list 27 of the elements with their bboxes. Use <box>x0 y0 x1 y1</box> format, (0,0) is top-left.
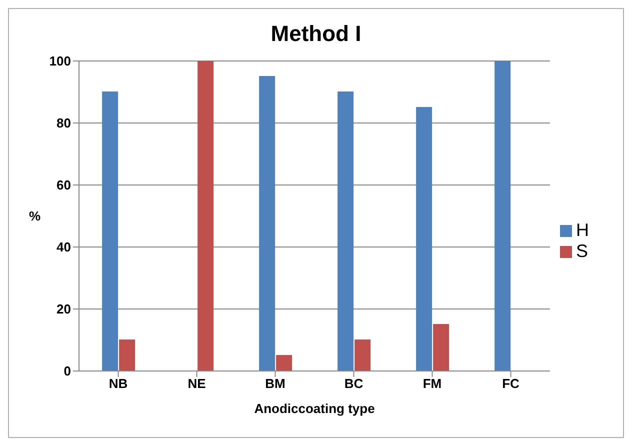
bar <box>198 61 214 371</box>
y-tick-label: 40 <box>56 240 71 255</box>
legend-label: H <box>576 220 589 240</box>
bar <box>433 324 450 371</box>
x-tick-label: NB <box>108 376 128 392</box>
bar <box>119 340 136 371</box>
x-axis-title: Anodiccoating type <box>254 401 375 416</box>
y-tick-label: 60 <box>56 178 71 193</box>
bar <box>338 92 354 371</box>
y-tick-label: 20 <box>56 302 71 317</box>
bar <box>259 76 276 371</box>
bar <box>416 107 432 371</box>
x-tick-label: BM <box>265 376 286 392</box>
chart-title: Method I <box>270 21 362 48</box>
y-axis-title: % <box>29 208 41 224</box>
y-tick-label: 80 <box>56 116 71 131</box>
y-tick-label: 0 <box>64 364 71 379</box>
x-tick-label: FM <box>422 376 442 392</box>
bar <box>494 61 511 371</box>
y-tick-label: 100 <box>49 54 71 69</box>
bar <box>354 340 371 371</box>
bar <box>102 92 118 371</box>
x-tick-label: BC <box>344 376 364 392</box>
bar <box>276 355 292 371</box>
x-tick-label: NE <box>188 376 206 392</box>
legend-label: S <box>576 241 588 261</box>
x-tick-label: FC <box>502 376 520 392</box>
